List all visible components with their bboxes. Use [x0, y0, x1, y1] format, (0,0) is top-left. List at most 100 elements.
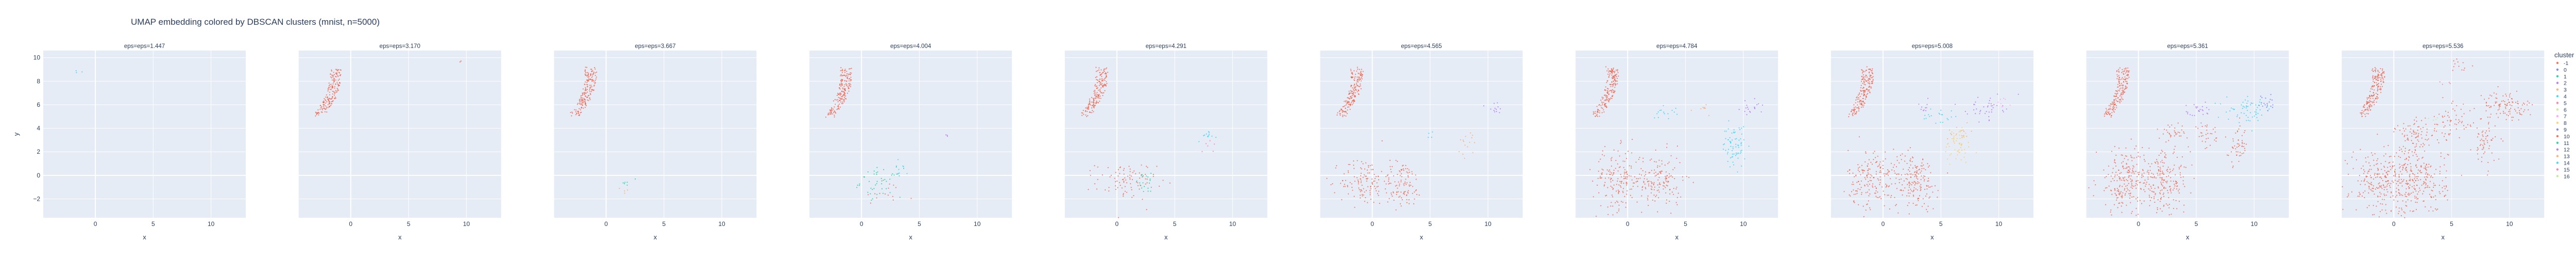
legend-label[interactable]: 7 — [2564, 114, 2567, 120]
point-cluster--1 — [1123, 194, 1124, 196]
legend-label[interactable]: 8 — [2564, 120, 2567, 126]
point-cluster--1 — [1405, 168, 1406, 169]
legend-marker[interactable] — [2556, 168, 2559, 171]
point-cluster--1 — [1604, 106, 1606, 107]
legend-marker[interactable] — [2556, 121, 2559, 124]
legend-marker[interactable] — [2556, 162, 2559, 164]
legend-marker[interactable] — [2556, 128, 2559, 131]
point-cluster--1 — [1348, 106, 1350, 108]
point-cluster--1 — [1130, 187, 1132, 188]
point-cluster--1 — [2368, 186, 2370, 188]
legend-label[interactable]: 4 — [2564, 94, 2567, 100]
point-cluster--1 — [2117, 101, 2119, 102]
point-cluster--1 — [2243, 146, 2245, 148]
point-cluster--1 — [2446, 170, 2447, 172]
point-cluster--1 — [1929, 186, 1931, 188]
point-cluster--1 — [2377, 89, 2379, 90]
legend-marker[interactable] — [2556, 108, 2559, 111]
point-cluster--1 — [2370, 183, 2371, 185]
legend-label[interactable]: 10 — [2564, 134, 2570, 140]
legend-label[interactable]: 16 — [2564, 173, 2570, 180]
point-cluster-4 — [1740, 138, 1741, 140]
legend-marker[interactable] — [2556, 102, 2559, 104]
point-cluster--1 — [2105, 113, 2107, 115]
point-cluster--1 — [326, 94, 328, 95]
legend-label[interactable]: -1 — [2564, 60, 2568, 67]
point-cluster--1 — [2132, 168, 2133, 169]
legend-label[interactable]: 13 — [2564, 154, 2570, 160]
point-cluster--1 — [2160, 208, 2161, 209]
point-cluster--1 — [1907, 179, 1908, 180]
point-cluster--1 — [2483, 142, 2485, 144]
legend-marker[interactable] — [2556, 115, 2559, 118]
point-cluster--1 — [1863, 81, 1865, 83]
point-cluster--1 — [2238, 160, 2240, 162]
point-cluster--1 — [2093, 180, 2095, 182]
point-cluster--1 — [843, 101, 845, 103]
legend-label[interactable]: 5 — [2564, 100, 2567, 106]
point-cluster-12 — [1922, 110, 1924, 111]
point-cluster--1 — [2374, 67, 2376, 68]
point-cluster--1 — [1676, 146, 1678, 147]
point-cluster--1 — [1874, 151, 1875, 152]
point-cluster-8 — [1959, 143, 1960, 145]
point-cluster--1 — [2396, 183, 2397, 185]
point-cluster--1 — [2108, 185, 2110, 187]
legend-label[interactable]: 1 — [2564, 74, 2567, 80]
point-cluster--1 — [336, 88, 338, 89]
legend-marker[interactable] — [2556, 141, 2559, 144]
point-cluster--1 — [2447, 115, 2449, 117]
point-cluster-1 — [872, 198, 873, 200]
legend-marker[interactable] — [2556, 82, 2559, 84]
point-cluster--1 — [1880, 171, 1882, 173]
point-cluster--1 — [850, 68, 851, 70]
legend-marker[interactable] — [2556, 61, 2559, 64]
point-cluster--1 — [2392, 165, 2394, 167]
legend-label[interactable]: 0 — [2564, 67, 2567, 73]
legend-label[interactable]: 3 — [2564, 87, 2567, 93]
legend-marker[interactable] — [2556, 155, 2559, 157]
point-cluster--1 — [2495, 97, 2497, 99]
point-cluster--1 — [2114, 189, 2116, 191]
point-cluster--1 — [582, 104, 584, 106]
point-cluster--1 — [1644, 183, 1646, 185]
legend-marker[interactable] — [2556, 68, 2559, 71]
legend-marker[interactable] — [2556, 75, 2559, 77]
point-cluster--1 — [2505, 106, 2506, 108]
legend-label[interactable]: 9 — [2564, 127, 2567, 133]
point-cluster--1 — [2158, 170, 2160, 172]
legend-marker[interactable] — [2556, 175, 2559, 178]
legend-label[interactable]: 12 — [2564, 147, 2570, 153]
point-cluster--1 — [2414, 123, 2415, 124]
legend-marker[interactable] — [2556, 88, 2559, 91]
legend-label[interactable]: 6 — [2564, 107, 2567, 113]
point-cluster--1 — [2448, 133, 2449, 135]
point-cluster--1 — [2469, 124, 2471, 126]
point-cluster--1 — [2177, 132, 2179, 133]
legend-label[interactable]: 2 — [2564, 80, 2567, 87]
point-cluster--1 — [888, 187, 889, 189]
point-cluster--1 — [2382, 173, 2384, 175]
point-cluster--1 — [1392, 196, 1393, 197]
point-cluster--1 — [845, 76, 846, 77]
point-cluster--1 — [1609, 171, 1611, 173]
point-cluster--1 — [1364, 191, 1365, 193]
legend-marker[interactable] — [2556, 95, 2559, 98]
legend-label[interactable]: 11 — [2564, 140, 2569, 147]
point-cluster--1 — [1862, 74, 1864, 76]
point-cluster--1 — [2372, 77, 2374, 79]
legend-label[interactable]: 15 — [2564, 167, 2570, 173]
point-cluster--1 — [884, 193, 886, 195]
point-cluster--1 — [1400, 205, 1402, 207]
point-cluster--1 — [2116, 95, 2117, 97]
point-cluster--1 — [2131, 187, 2133, 189]
point-cluster--1 — [2398, 181, 2399, 182]
legend-marker[interactable] — [2556, 148, 2559, 151]
point-cluster--1 — [837, 101, 839, 103]
point-cluster--1 — [1859, 101, 1860, 103]
legend-marker[interactable] — [2556, 135, 2559, 138]
point-cluster--1 — [2517, 101, 2518, 102]
point-cluster--1 — [840, 101, 842, 103]
point-cluster-8 — [1968, 146, 1970, 148]
legend-label[interactable]: 14 — [2564, 160, 2570, 167]
